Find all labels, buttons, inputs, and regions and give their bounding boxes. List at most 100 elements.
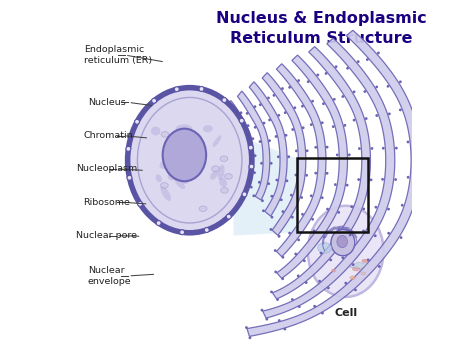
Circle shape <box>362 208 365 210</box>
Ellipse shape <box>180 139 187 145</box>
Circle shape <box>311 100 314 102</box>
Polygon shape <box>237 91 270 200</box>
Polygon shape <box>276 64 326 257</box>
Circle shape <box>126 146 131 151</box>
Circle shape <box>302 126 305 129</box>
Ellipse shape <box>225 174 232 179</box>
Circle shape <box>254 154 256 157</box>
Circle shape <box>245 154 247 157</box>
Circle shape <box>375 86 378 88</box>
Ellipse shape <box>192 157 200 169</box>
Ellipse shape <box>331 230 355 256</box>
Circle shape <box>260 162 263 165</box>
Text: Nucleus & Endoplasmic
Reticulum Structure: Nucleus & Endoplasmic Reticulum Structur… <box>216 11 427 46</box>
Circle shape <box>337 228 340 231</box>
Ellipse shape <box>337 235 347 248</box>
Circle shape <box>292 128 294 131</box>
Circle shape <box>278 319 281 322</box>
Circle shape <box>282 210 284 213</box>
Ellipse shape <box>168 170 179 180</box>
Text: Endoplasmic
reticulum (ER): Endoplasmic reticulum (ER) <box>84 45 153 65</box>
Polygon shape <box>349 262 367 269</box>
Circle shape <box>246 112 249 115</box>
Circle shape <box>374 206 377 209</box>
Ellipse shape <box>161 183 168 188</box>
Polygon shape <box>247 30 420 337</box>
Circle shape <box>156 221 161 226</box>
Circle shape <box>281 87 284 90</box>
Circle shape <box>325 72 328 75</box>
Polygon shape <box>273 46 371 299</box>
Circle shape <box>254 105 256 108</box>
Ellipse shape <box>174 177 185 189</box>
Circle shape <box>248 337 251 339</box>
Circle shape <box>250 186 253 189</box>
Circle shape <box>348 153 351 156</box>
Circle shape <box>239 111 242 114</box>
Circle shape <box>263 122 265 125</box>
Text: Nucleus: Nucleus <box>88 98 126 107</box>
Circle shape <box>199 87 204 92</box>
Circle shape <box>354 289 357 291</box>
Circle shape <box>370 178 373 181</box>
Circle shape <box>294 252 297 255</box>
Polygon shape <box>262 73 306 235</box>
Ellipse shape <box>162 153 172 165</box>
Circle shape <box>326 146 328 149</box>
Circle shape <box>314 146 317 149</box>
Circle shape <box>295 150 298 152</box>
Circle shape <box>270 195 273 197</box>
Ellipse shape <box>184 150 197 157</box>
Circle shape <box>226 214 231 219</box>
Circle shape <box>336 153 339 156</box>
Ellipse shape <box>193 134 201 140</box>
Ellipse shape <box>155 174 162 182</box>
Circle shape <box>303 259 306 262</box>
Circle shape <box>261 309 264 312</box>
Circle shape <box>248 145 253 150</box>
Ellipse shape <box>318 243 332 253</box>
Circle shape <box>365 117 368 120</box>
Ellipse shape <box>151 126 161 136</box>
Circle shape <box>273 94 275 97</box>
Ellipse shape <box>331 269 336 272</box>
Circle shape <box>407 140 410 143</box>
Text: Chromatin: Chromatin <box>83 131 133 140</box>
Circle shape <box>293 106 296 109</box>
Circle shape <box>245 326 248 329</box>
Circle shape <box>319 252 322 254</box>
Circle shape <box>317 74 319 76</box>
Circle shape <box>265 318 268 321</box>
Text: Nucleoplasm: Nucleoplasm <box>76 164 137 174</box>
Circle shape <box>381 178 384 181</box>
Circle shape <box>288 86 291 89</box>
Circle shape <box>261 199 264 202</box>
Circle shape <box>275 178 278 181</box>
Circle shape <box>353 119 356 121</box>
Circle shape <box>241 183 244 186</box>
Circle shape <box>313 305 316 308</box>
Ellipse shape <box>203 125 213 132</box>
Circle shape <box>344 124 346 127</box>
Circle shape <box>277 114 280 117</box>
Ellipse shape <box>210 171 218 180</box>
Circle shape <box>310 123 313 126</box>
Circle shape <box>294 174 297 176</box>
Circle shape <box>321 312 324 314</box>
Circle shape <box>239 118 244 123</box>
Text: Nuclear pore: Nuclear pore <box>76 231 137 240</box>
Circle shape <box>401 204 404 207</box>
Circle shape <box>366 58 369 61</box>
Circle shape <box>297 79 300 82</box>
Circle shape <box>310 194 313 197</box>
Ellipse shape <box>175 124 192 133</box>
Text: Cell: Cell <box>334 308 357 318</box>
Circle shape <box>394 178 397 181</box>
Circle shape <box>174 87 179 92</box>
Text: Nuclear
envelope: Nuclear envelope <box>88 266 132 285</box>
Circle shape <box>268 119 271 121</box>
Circle shape <box>285 180 288 182</box>
Circle shape <box>326 208 329 210</box>
Circle shape <box>387 208 390 210</box>
Circle shape <box>277 155 280 158</box>
